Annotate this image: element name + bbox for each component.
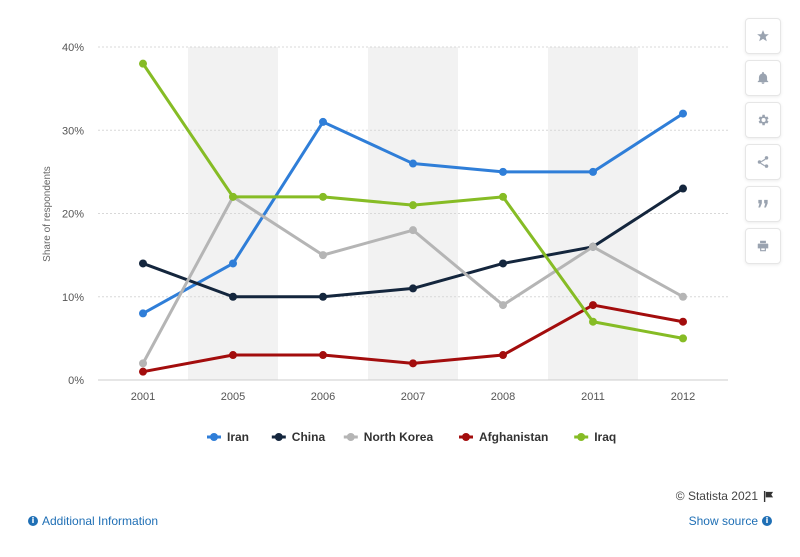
legend-item-north-korea[interactable]: North Korea: [343, 430, 434, 444]
x-tick-labels: 2001 2005 2006 2007 2008 2011 2012: [131, 391, 695, 403]
share-button[interactable]: [745, 144, 781, 180]
print-button[interactable]: [745, 228, 781, 264]
legend-label: Afghanistan: [479, 430, 548, 444]
legend-marker: [462, 433, 470, 441]
data-point[interactable]: [499, 167, 507, 176]
series-iran: [139, 109, 687, 318]
y-tick-labels: 0% 10% 20% 30% 40%: [62, 42, 84, 387]
share-icon: [757, 156, 769, 168]
legend-marker: [274, 433, 283, 441]
print-icon: [757, 240, 769, 252]
x-tick-label: 2011: [581, 391, 605, 403]
data-point[interactable]: [499, 351, 507, 360]
x-tick-label: 2008: [491, 391, 515, 403]
legend: Iran China North Korea Afghanistan Iraq: [207, 430, 616, 444]
data-point[interactable]: [319, 351, 327, 360]
y-tick-label: 40%: [62, 42, 84, 54]
data-point[interactable]: [319, 292, 327, 301]
legend-label: China: [292, 430, 326, 444]
data-point[interactable]: [589, 167, 597, 176]
legend-label: Iran: [227, 430, 249, 444]
y-tick-label: 10%: [62, 292, 84, 304]
data-point[interactable]: [409, 201, 417, 210]
data-point[interactable]: [679, 317, 687, 326]
info-icon: i: [762, 516, 772, 526]
x-tick-label: 2007: [401, 391, 425, 403]
x-tick-label: 2006: [311, 391, 335, 403]
data-point[interactable]: [139, 367, 147, 376]
show-source-link[interactable]: Show source i: [689, 514, 772, 528]
data-point[interactable]: [139, 359, 147, 368]
flag-icon[interactable]: [763, 490, 774, 502]
legend-label: Iraq: [594, 430, 616, 444]
data-point[interactable]: [409, 159, 417, 168]
data-point[interactable]: [229, 351, 237, 360]
credit-text: © Statista 2021: [675, 489, 758, 503]
settings-button[interactable]: [745, 102, 781, 138]
data-point[interactable]: [589, 301, 597, 310]
notification-button[interactable]: [745, 60, 781, 96]
band-3: [368, 47, 458, 380]
data-point[interactable]: [229, 192, 237, 201]
data-point[interactable]: [409, 284, 417, 293]
data-point[interactable]: [499, 192, 507, 201]
y-tick-label: 20%: [62, 209, 84, 221]
show-source-label: Show source: [688, 514, 758, 528]
data-point[interactable]: [319, 117, 327, 126]
legend-marker: [577, 433, 586, 441]
series-iraq: [139, 59, 687, 343]
bell-icon: [757, 71, 769, 84]
legend-marker: [210, 433, 218, 441]
data-point[interactable]: [499, 301, 507, 310]
cite-button[interactable]: [745, 186, 781, 222]
x-tick-label: 2012: [671, 391, 695, 403]
legend-item-afghanistan[interactable]: Afghanistan: [459, 430, 548, 444]
data-point[interactable]: [139, 309, 147, 318]
gear-icon: [758, 114, 769, 126]
legend-label: North Korea: [364, 430, 434, 444]
data-point[interactable]: [679, 109, 687, 118]
data-point[interactable]: [409, 226, 417, 235]
series-afghanistan: [139, 301, 687, 376]
legend-item-iran[interactable]: Iran: [207, 430, 249, 444]
info-icon: i: [28, 516, 38, 526]
series-lines: [139, 59, 687, 376]
data-point[interactable]: [499, 259, 507, 268]
legend-item-china[interactable]: China: [271, 430, 326, 444]
star-icon: [757, 30, 769, 42]
quote-icon: [758, 199, 768, 208]
x-tick-label: 2001: [131, 391, 155, 403]
data-point[interactable]: [139, 59, 147, 68]
favorite-button[interactable]: [745, 18, 781, 54]
y-tick-label: 30%: [62, 125, 84, 137]
data-point[interactable]: [679, 292, 687, 301]
legend-marker: [346, 433, 355, 441]
data-point[interactable]: [229, 259, 237, 268]
statista-credit: © Statista 2021: [676, 489, 774, 503]
legend-item-iraq[interactable]: Iraq: [574, 430, 616, 444]
data-point[interactable]: [319, 192, 327, 201]
data-point[interactable]: [409, 359, 417, 368]
x-tick-label: 2005: [221, 391, 245, 403]
gridlines: [98, 46, 728, 381]
data-point[interactable]: [679, 184, 687, 193]
additional-information-link[interactable]: i Additional Information: [28, 514, 158, 528]
additional-information-label: Additional Information: [42, 514, 159, 528]
y-tick-label: 0%: [68, 375, 84, 387]
data-point[interactable]: [319, 251, 327, 260]
band-5: [548, 47, 638, 380]
tool-sidebar: [745, 18, 781, 264]
data-point[interactable]: [589, 242, 597, 251]
data-point[interactable]: [229, 292, 237, 301]
data-point[interactable]: [589, 317, 597, 326]
data-point[interactable]: [139, 259, 147, 268]
y-axis-title: Share of respondents: [42, 166, 53, 262]
data-point[interactable]: [679, 334, 687, 343]
